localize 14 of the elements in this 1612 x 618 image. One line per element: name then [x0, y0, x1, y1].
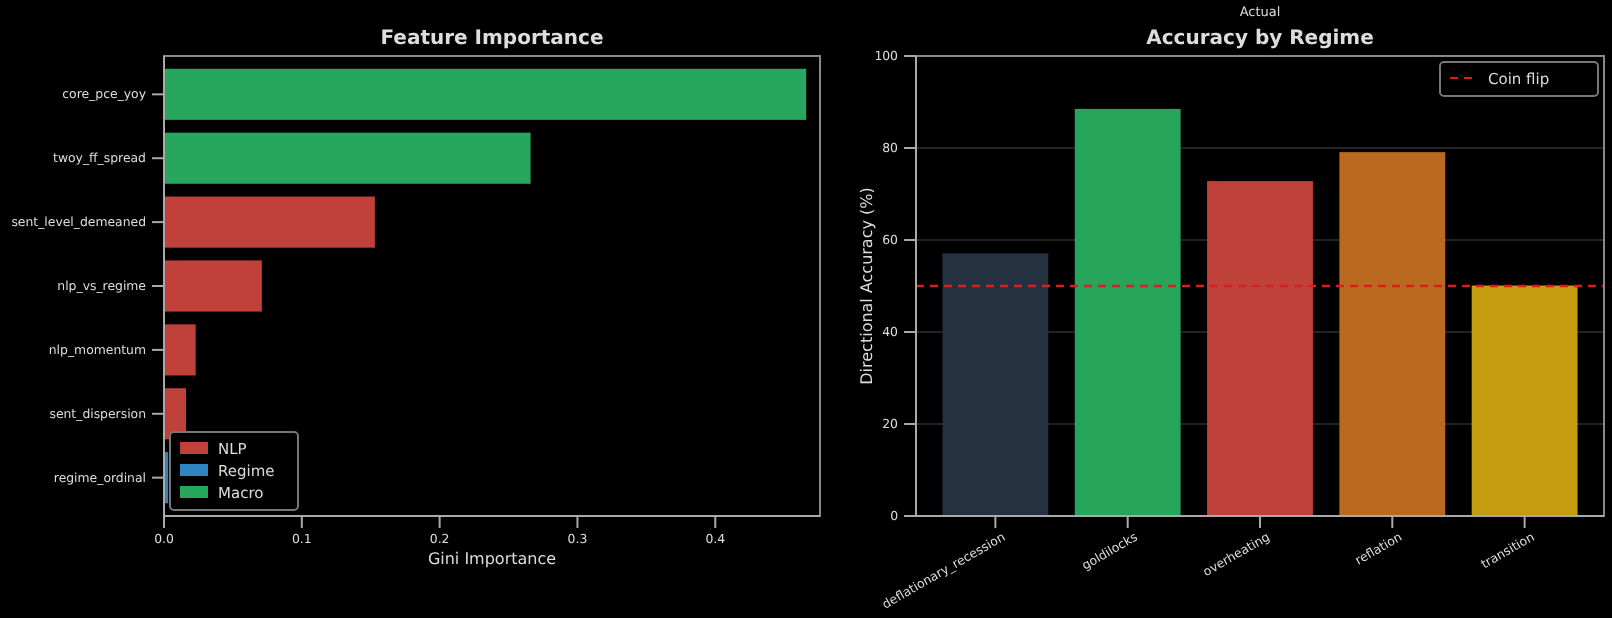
y-axis-title: Directional Accuracy (%) [858, 187, 876, 385]
bar [1339, 152, 1446, 516]
bar [1471, 285, 1578, 516]
x-axis-title: Gini Importance [427, 550, 557, 568]
chart-title: Accuracy by Regime [1146, 28, 1375, 50]
chart-title: Feature Importance [380, 28, 604, 50]
bar [164, 132, 531, 184]
bar [1074, 108, 1181, 516]
bar [164, 260, 262, 312]
bar [1207, 181, 1313, 516]
bar [164, 324, 196, 376]
bar [942, 253, 1049, 516]
bar [164, 196, 375, 248]
bar [164, 68, 807, 120]
